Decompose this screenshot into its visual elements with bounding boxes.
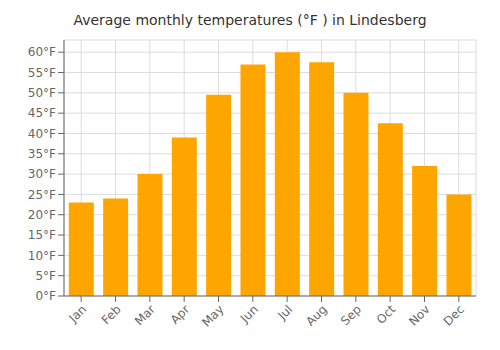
svg-text:35°F: 35°F xyxy=(28,147,56,161)
svg-text:May: May xyxy=(199,302,226,329)
svg-text:55°F: 55°F xyxy=(28,66,56,80)
svg-text:Jun: Jun xyxy=(237,302,261,326)
svg-text:20°F: 20°F xyxy=(28,208,56,222)
svg-text:Sep: Sep xyxy=(338,302,364,328)
html-text:Average monthly temperatures (: Average monthly temperatures (°F ) in Li… xyxy=(73,12,427,28)
svg-text:50°F: 50°F xyxy=(28,86,56,100)
svg-text:Jul: Jul xyxy=(274,302,295,323)
svg-text:5°F: 5°F xyxy=(35,269,56,283)
svg-text:30°F: 30°F xyxy=(28,167,56,181)
svg-text:Feb: Feb xyxy=(99,302,124,327)
svg-text:Mar: Mar xyxy=(132,302,158,328)
svg-text:15°F: 15°F xyxy=(28,228,56,242)
svg-text:60°F: 60°F xyxy=(28,45,56,59)
svg-text:Dec: Dec xyxy=(441,302,467,328)
svg-text:Nov: Nov xyxy=(406,302,432,328)
svg-text:40°F: 40°F xyxy=(28,127,56,141)
svg-text:Jan: Jan xyxy=(66,302,90,326)
svg-text:0°F: 0°F xyxy=(35,289,56,303)
svg-text:Apr: Apr xyxy=(168,302,193,327)
svg-text:10°F: 10°F xyxy=(28,249,56,263)
svg-text:25°F: 25°F xyxy=(28,188,56,202)
svg-text:45°F: 45°F xyxy=(28,106,56,120)
svg-text:Aug: Aug xyxy=(303,302,329,328)
svg-text:Oct: Oct xyxy=(374,302,399,327)
